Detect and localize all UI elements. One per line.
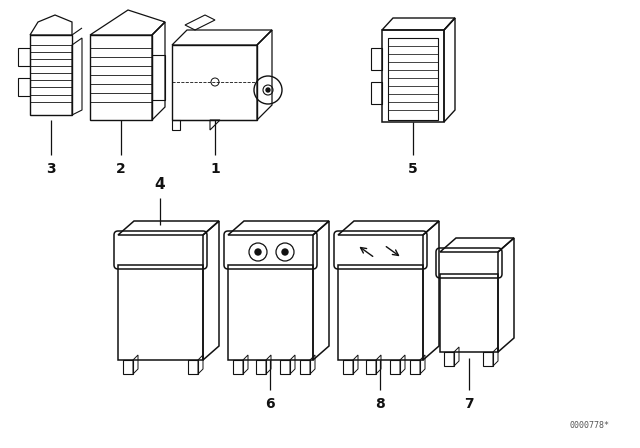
Bar bbox=[256, 360, 266, 374]
Bar bbox=[90, 35, 152, 120]
Text: 3: 3 bbox=[46, 162, 56, 176]
Bar bbox=[30, 35, 72, 115]
Circle shape bbox=[266, 88, 270, 92]
Bar bbox=[228, 265, 313, 360]
Bar bbox=[444, 352, 454, 366]
Bar bbox=[371, 82, 382, 104]
Text: 5: 5 bbox=[408, 162, 418, 176]
Bar bbox=[300, 360, 310, 374]
Bar bbox=[18, 78, 30, 96]
Bar bbox=[18, 48, 30, 66]
Bar bbox=[388, 38, 438, 120]
Text: 1: 1 bbox=[210, 162, 220, 176]
Circle shape bbox=[282, 249, 288, 255]
Bar bbox=[123, 360, 133, 374]
Circle shape bbox=[255, 249, 261, 255]
Bar bbox=[382, 30, 444, 122]
Bar bbox=[280, 360, 290, 374]
Text: 8: 8 bbox=[375, 397, 385, 411]
Text: 4: 4 bbox=[155, 177, 165, 192]
Text: 7: 7 bbox=[464, 397, 474, 411]
Bar bbox=[118, 265, 203, 360]
Bar bbox=[172, 45, 257, 120]
Bar bbox=[338, 265, 423, 360]
Bar bbox=[366, 360, 376, 374]
Bar bbox=[390, 360, 400, 374]
Text: 6: 6 bbox=[265, 397, 275, 411]
Bar bbox=[152, 55, 165, 100]
Text: 2: 2 bbox=[116, 162, 126, 176]
Bar bbox=[440, 274, 498, 352]
Bar bbox=[371, 48, 382, 70]
Bar bbox=[233, 360, 243, 374]
Bar bbox=[188, 360, 198, 374]
Text: 0000778*: 0000778* bbox=[570, 421, 610, 430]
Bar bbox=[343, 360, 353, 374]
Bar bbox=[410, 360, 420, 374]
Bar bbox=[483, 352, 493, 366]
